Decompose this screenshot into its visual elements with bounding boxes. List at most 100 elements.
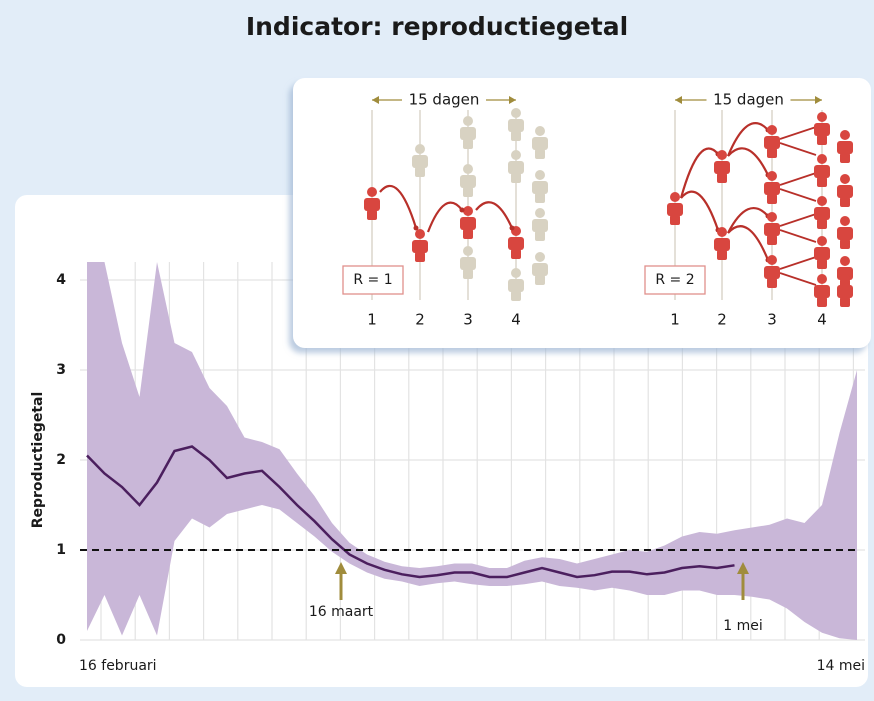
person-head xyxy=(717,150,727,160)
person-head xyxy=(463,246,473,256)
person-head xyxy=(415,144,425,154)
annotation: 16 maart xyxy=(309,604,374,620)
step-label: 1 xyxy=(670,311,680,329)
chart-title: Indicator: reproductiegetal xyxy=(246,12,628,41)
arrow-tip xyxy=(510,226,515,231)
person-legs xyxy=(535,275,545,285)
person-legs xyxy=(817,259,827,269)
person-head xyxy=(817,154,827,164)
person-body xyxy=(714,238,730,251)
person-head xyxy=(840,256,850,266)
person-legs xyxy=(840,297,850,307)
person-body xyxy=(814,165,830,178)
person-legs xyxy=(511,131,521,141)
step-label: 2 xyxy=(415,311,425,329)
person-body xyxy=(837,285,853,298)
person-body xyxy=(814,285,830,298)
person-legs xyxy=(463,229,473,239)
person-legs xyxy=(767,278,777,288)
person-body xyxy=(814,123,830,136)
person-body xyxy=(814,247,830,260)
person-legs xyxy=(817,297,827,307)
person-body xyxy=(764,136,780,149)
person-head xyxy=(535,170,545,180)
person-body xyxy=(764,266,780,279)
person-head xyxy=(817,236,827,246)
inset-panel xyxy=(293,78,871,348)
person-legs xyxy=(511,173,521,183)
person-body xyxy=(814,207,830,220)
arrow-tip xyxy=(414,226,419,231)
arrow-tip xyxy=(460,208,465,213)
person-head xyxy=(535,252,545,262)
person-head xyxy=(415,229,425,239)
person-body xyxy=(837,141,853,154)
person-legs xyxy=(670,215,680,225)
person-head xyxy=(767,255,777,265)
person-head xyxy=(817,196,827,206)
person-body xyxy=(837,185,853,198)
person-head xyxy=(535,126,545,136)
person-head xyxy=(511,268,521,278)
person-head xyxy=(840,216,850,226)
person-head xyxy=(463,206,473,216)
person-head xyxy=(767,125,777,135)
person-body xyxy=(460,257,476,270)
person-body xyxy=(508,119,524,132)
span-label: 15 dagen xyxy=(713,91,784,109)
person-legs xyxy=(840,153,850,163)
y-tick-label: 0 xyxy=(56,632,66,648)
person-head xyxy=(670,192,680,202)
person-head xyxy=(817,274,827,284)
person-body xyxy=(764,223,780,236)
y-tick-label: 4 xyxy=(56,272,66,288)
step-label: 2 xyxy=(717,311,727,329)
person-legs xyxy=(840,197,850,207)
person-body xyxy=(667,203,683,216)
step-label: 3 xyxy=(767,311,777,329)
step-label: 3 xyxy=(463,311,473,329)
person-body xyxy=(837,227,853,240)
person-body xyxy=(532,137,548,150)
step-label: 4 xyxy=(817,311,827,329)
person-legs xyxy=(840,239,850,249)
person-body xyxy=(532,181,548,194)
y-tick-label: 2 xyxy=(56,452,66,468)
person-body xyxy=(714,161,730,174)
person-legs xyxy=(767,194,777,204)
person-head xyxy=(463,116,473,126)
span-label: 15 dagen xyxy=(409,91,480,109)
annotation: 1 mei xyxy=(723,618,763,634)
x-tick-label: 16 februari xyxy=(79,658,157,674)
person-body xyxy=(412,155,428,168)
person-legs xyxy=(415,167,425,177)
person-legs xyxy=(817,219,827,229)
person-legs xyxy=(767,148,777,158)
person-legs xyxy=(463,139,473,149)
person-legs xyxy=(717,250,727,260)
person-legs xyxy=(463,269,473,279)
person-legs xyxy=(535,231,545,241)
person-head xyxy=(767,212,777,222)
person-head xyxy=(367,187,377,197)
person-head xyxy=(463,164,473,174)
person-head xyxy=(840,130,850,140)
person-body xyxy=(460,127,476,140)
person-head xyxy=(817,112,827,122)
y-axis-label: Reproductiegetal xyxy=(30,392,46,529)
person-head xyxy=(840,274,850,284)
person-legs xyxy=(535,149,545,159)
r-label: R = 1 xyxy=(353,272,392,288)
r-label: R = 2 xyxy=(655,272,694,288)
person-head xyxy=(535,208,545,218)
person-head xyxy=(717,227,727,237)
person-body xyxy=(460,217,476,230)
step-label: 1 xyxy=(367,311,377,329)
y-tick-label: 3 xyxy=(56,362,66,378)
person-body xyxy=(508,161,524,174)
page: Indicator: reproductiegetal 0 1 2 3 4 16 febr… xyxy=(0,0,874,697)
person-legs xyxy=(415,252,425,262)
person-head xyxy=(511,108,521,118)
person-body xyxy=(364,198,380,211)
person-legs xyxy=(817,177,827,187)
